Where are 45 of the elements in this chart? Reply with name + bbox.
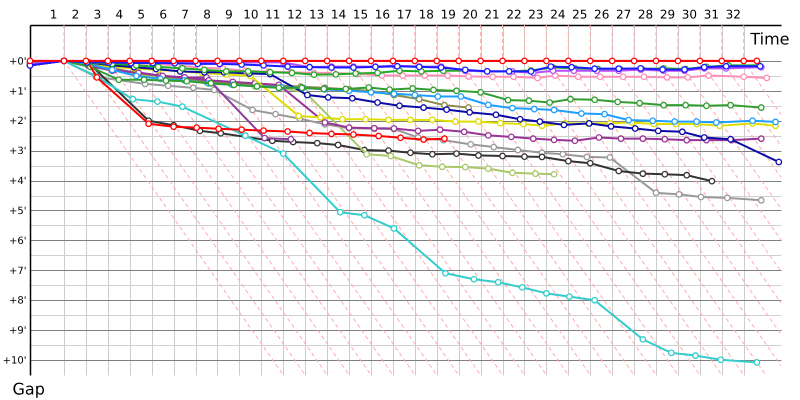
x-tick-label: 15 — [352, 8, 368, 22]
x-tick-label: 5 — [137, 8, 146, 22]
x-tick-label: 31 — [704, 8, 719, 22]
x-tick-label: 14 — [330, 8, 346, 22]
x-tick-label: 32 — [726, 8, 741, 22]
x-tick-label: 18 — [418, 8, 434, 22]
x-tick-label: 27 — [616, 8, 632, 22]
x-tick-label: 1 — [50, 8, 58, 22]
x-tick-label: 16 — [374, 8, 390, 22]
x-tick-label: 12 — [287, 8, 302, 22]
x-tick-label: 10 — [243, 8, 259, 22]
y-tick-label: +6' — [9, 236, 26, 247]
x-tick-label: 22 — [506, 8, 522, 22]
x-tick-label: 4 — [115, 8, 124, 22]
x-axis-title: Time — [749, 30, 790, 48]
x-tick-label: 25 — [572, 8, 588, 22]
x-tick-label: 17 — [396, 8, 412, 22]
x-tick-label: 26 — [594, 8, 610, 22]
y-tick-label: +10' — [2, 356, 26, 367]
y-tick-label: +0' — [9, 56, 26, 68]
x-tick-label: 19 — [440, 8, 456, 22]
x-tick-label: 3 — [94, 8, 102, 22]
y-tick-label: +9' — [9, 326, 26, 337]
x-tick-label: 11 — [265, 8, 280, 22]
x-tick-label: 28 — [638, 8, 654, 22]
y-tick-label: +3' — [9, 146, 26, 158]
x-tick-label: 24 — [550, 8, 566, 22]
y-tick-label: +2' — [9, 116, 26, 128]
x-tick-label: 8 — [203, 8, 211, 22]
x-tick-label: 30 — [682, 8, 698, 22]
y-tick-label: +8' — [9, 296, 26, 307]
x-tick-label: 13 — [309, 8, 324, 22]
x-tick-label: 21 — [484, 8, 500, 22]
y-tick-label: +7' — [9, 266, 26, 277]
y-tick-label: +5' — [9, 206, 26, 217]
x-tick-label: 2 — [72, 8, 80, 22]
y-tick-label: +1' — [9, 86, 26, 98]
x-tick-label: 9 — [225, 8, 233, 22]
x-tick-label: 7 — [181, 8, 189, 22]
x-tick-label: 6 — [159, 8, 167, 22]
y-tick-label: +4' — [9, 176, 26, 188]
x-tick-label: 23 — [528, 8, 544, 22]
x-tick-label: 29 — [660, 8, 676, 22]
y-axis-title: Gap — [12, 380, 45, 398]
x-tick-label: 20 — [462, 8, 478, 22]
